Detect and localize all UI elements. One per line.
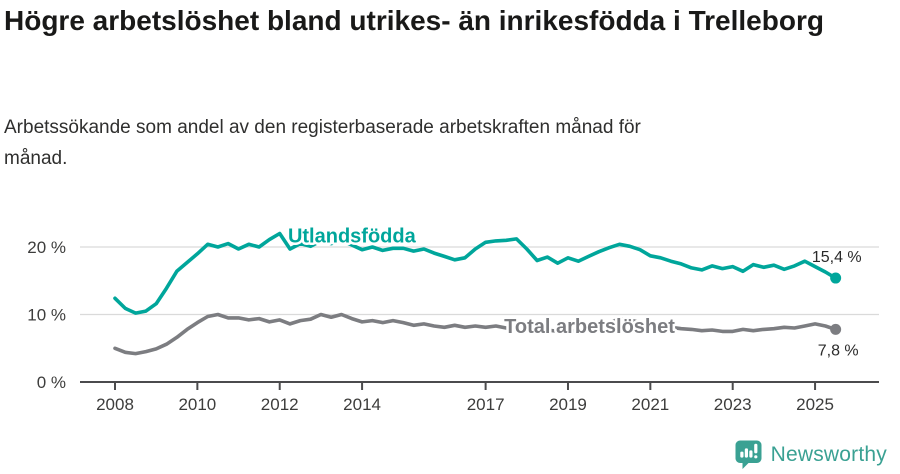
series-line-utlandsfodda [113, 231, 838, 315]
x-tick-label: 2023 [714, 395, 752, 414]
x-tick-label: 2008 [96, 395, 134, 414]
y-tick-label: 0 % [37, 373, 66, 392]
x-tick-label: 2014 [343, 395, 381, 414]
x-tick-label: 2012 [261, 395, 299, 414]
newsworthy-wordmark: Newsworthy [770, 442, 887, 466]
series-line-total-arbetsloshet [113, 312, 838, 356]
y-tick-label: 10 % [27, 306, 66, 325]
newsworthy-logo: Newsworthy [734, 439, 887, 470]
series-end-dot-total-arbetsloshet [830, 323, 842, 335]
chart-subtitle: Arbetssökande som andel av den registerb… [4, 117, 641, 169]
series-label-utlandsfodda: Utlandsfödda [288, 225, 417, 247]
x-tick-label: 2025 [796, 395, 834, 414]
chart-title: Högre arbetslöshet bland utrikes- än inr… [4, 5, 824, 36]
y-tick-label: 20 % [27, 238, 66, 257]
series-label-total-arbetsloshet: Total arbetslöshet [504, 316, 675, 338]
end-value-label-utlandsfodda: 15,4 % [812, 249, 862, 266]
x-tick-label: 2017 [467, 395, 505, 414]
end-value-label-total-arbetsloshet: 7,8 % [818, 342, 859, 359]
x-tick-label: 2021 [631, 395, 669, 414]
series-end-dot-utlandsfodda [830, 272, 842, 284]
newsworthy-icon [735, 440, 762, 469]
x-tick-label: 2010 [178, 395, 216, 414]
x-tick-label: 2019 [549, 395, 587, 414]
